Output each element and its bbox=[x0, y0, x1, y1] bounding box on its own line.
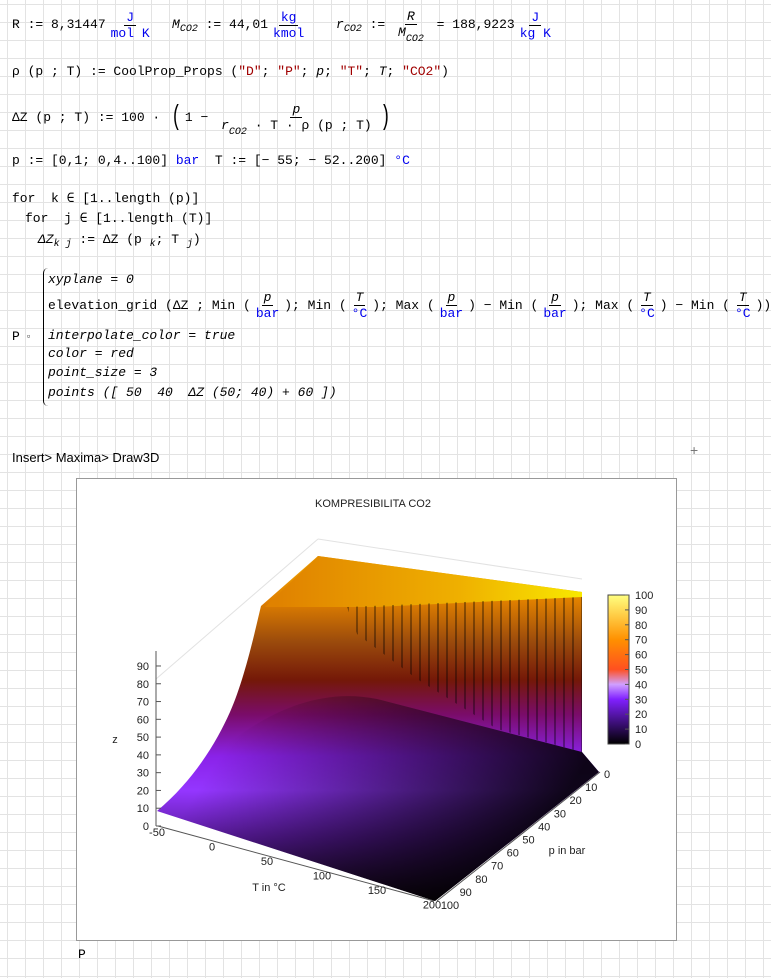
rho-definition[interactable]: ρ (p ; T) := CoolProp_Props ("D"; "P"; p… bbox=[12, 64, 449, 79]
block-line-interpolate-color[interactable]: interpolate_color = true bbox=[48, 328, 236, 343]
x-tick-label: -50 bbox=[149, 827, 165, 839]
colorbar-tick-label: 90 bbox=[635, 605, 647, 617]
block-line-xyplane[interactable]: xyplane = 0 bbox=[48, 272, 134, 287]
hint-text: Insert> Maxima> Draw3D bbox=[12, 450, 160, 465]
plot-svg: KOMPRESIBILITA CO2 0102030405060708090-5… bbox=[112, 498, 653, 912]
t-axis bbox=[157, 825, 435, 902]
block-name[interactable]: P ▫ bbox=[12, 329, 32, 344]
z-tick-label: 70 bbox=[137, 697, 149, 709]
colorbar-tick-label: 30 bbox=[635, 694, 647, 706]
back-grid-line bbox=[317, 538, 583, 580]
for-loop-k[interactable]: for k ∈ [1..length (p)] bbox=[12, 191, 200, 206]
y-tick-label: 0 bbox=[604, 769, 610, 781]
x-tick-label: 150 bbox=[368, 885, 386, 897]
colorbar-tick-label: 100 bbox=[635, 590, 653, 602]
back-grid-line bbox=[155, 538, 319, 680]
block-brace bbox=[43, 268, 48, 406]
cursor-crosshair: + bbox=[690, 442, 699, 458]
z-tick-label: 40 bbox=[137, 750, 149, 762]
colorbar-tick-label: 40 bbox=[635, 679, 647, 691]
y-tick-label: 80 bbox=[475, 874, 487, 886]
surface-top bbox=[265, 556, 582, 607]
y-axis-label: p in bar bbox=[549, 845, 586, 857]
y-tick-label: 40 bbox=[538, 821, 550, 833]
z-tick-label: 20 bbox=[137, 785, 149, 797]
z-tick-label: 10 bbox=[137, 803, 149, 815]
for-loop-j[interactable]: for j ∈ [1..length (T)] bbox=[25, 211, 213, 226]
colorbar-tick-label: 10 bbox=[635, 724, 647, 736]
y-tick-label: 30 bbox=[554, 808, 566, 820]
z-tick-label: 30 bbox=[137, 768, 149, 780]
unit-fraction: kg kmol bbox=[273, 9, 305, 41]
surface-shading bbox=[157, 696, 599, 901]
m-co2-definition[interactable]: M CO2 := 44,01 kg kmol bbox=[172, 9, 305, 41]
p-axis bbox=[436, 771, 601, 902]
colorbar-tick-label: 0 bbox=[635, 739, 641, 751]
y-tick-label: 10 bbox=[585, 782, 597, 794]
block-line-elevation-grid[interactable]: elevation_grid (ΔZ ; Min ( p bar ); Min (… bbox=[48, 290, 771, 321]
y-tick-label: 100 bbox=[441, 900, 459, 912]
x-tick-label: 100 bbox=[313, 871, 331, 883]
delta-z-definition[interactable]: ΔZ (p ; T) := 100 · (1 − p rCO2 · T · ρ (… bbox=[12, 101, 391, 138]
z-tick-label: 50 bbox=[137, 732, 149, 744]
fraction: p rCO2 · T · ρ (p ; T) bbox=[221, 101, 372, 138]
colorbar-tick-label: 20 bbox=[635, 709, 647, 721]
colorbar-tick-label: 80 bbox=[635, 620, 647, 632]
result-name: P bbox=[78, 947, 86, 962]
block-line-point-size[interactable]: point_size = 3 bbox=[48, 365, 158, 380]
z-tick-label: 0 bbox=[143, 821, 149, 833]
range-definitions[interactable]: p := [0,1; 0,4..100] bar T := [− 55; − 5… bbox=[12, 153, 410, 168]
chart-title: KOMPRESIBILITA CO2 bbox=[315, 498, 431, 510]
z-axis-label: z bbox=[112, 734, 118, 746]
block-line-points[interactable]: points ([ 50 40 ΔZ (50; 40) + 60 ]) bbox=[48, 385, 337, 400]
draw3d-plot[interactable]: KOMPRESIBILITA CO2 0 10 20 30 40 50 60 70 80 90 -5… bbox=[76, 478, 677, 941]
x-tick-label: 50 bbox=[261, 856, 273, 868]
block-line-color[interactable]: color = red bbox=[48, 346, 134, 361]
x-tick-label: 200 bbox=[423, 900, 441, 912]
colorbar-tick-label: 50 bbox=[635, 665, 647, 677]
x-tick-label: 0 bbox=[209, 842, 215, 854]
colorbar-tick-label: 70 bbox=[635, 635, 647, 647]
z-tick-label: 80 bbox=[137, 679, 149, 691]
surface-steps bbox=[347, 597, 582, 752]
y-tick-label: 90 bbox=[460, 887, 472, 899]
z-tick-label: 60 bbox=[137, 714, 149, 726]
y-tick-label: 20 bbox=[569, 795, 581, 807]
x-axis-label: T in °C bbox=[252, 882, 286, 894]
colorbar-tick-label: 60 bbox=[635, 650, 647, 662]
y-tick-label: 60 bbox=[507, 848, 519, 860]
y-tick-label: 70 bbox=[491, 861, 503, 873]
fraction: R MCO2 bbox=[398, 8, 424, 45]
z-tick-label: 90 bbox=[137, 661, 149, 673]
y-tick-label: 50 bbox=[522, 835, 534, 847]
loop-body[interactable]: ΔZ k j := ΔZ (p k; T j) bbox=[38, 232, 201, 250]
